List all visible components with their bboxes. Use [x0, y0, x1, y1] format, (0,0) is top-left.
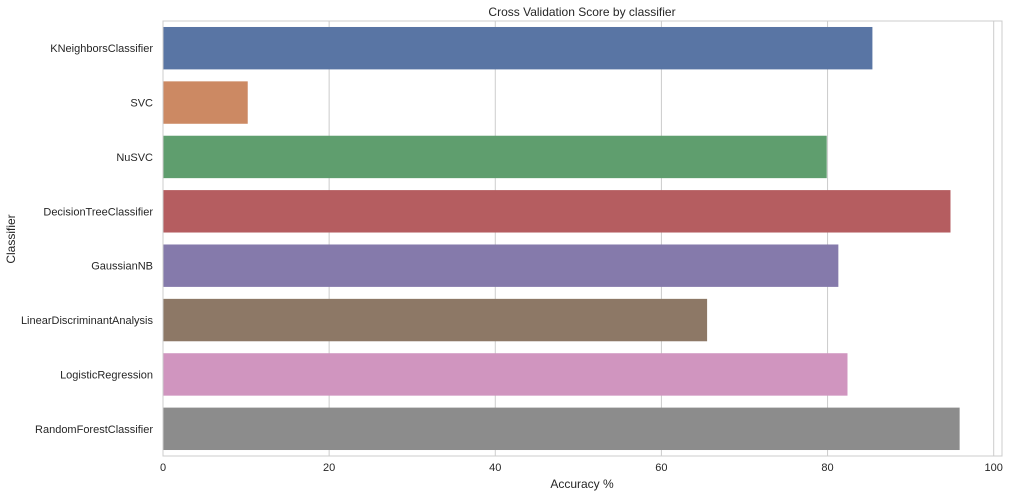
bar-RandomForestClassifier [163, 407, 960, 451]
bar-DecisionTreeClassifier [163, 190, 951, 233]
y-tick-labels: KNeighborsClassifier SVC NuSVC DecisionTree… [21, 43, 154, 436]
x-tick-label: 20 [323, 462, 335, 474]
bar-GaussianNB [163, 244, 839, 287]
bars [163, 26, 960, 451]
x-tick-label: 60 [655, 462, 667, 474]
y-tick-label: LogisticRegression [60, 369, 153, 381]
y-tick-label: DecisionTreeClassifier [43, 206, 153, 218]
y-tick-label: KNeighborsClassifier [50, 43, 153, 55]
x-tick-label: 0 [160, 462, 166, 474]
y-axis-label: Classifier [4, 214, 18, 263]
x-tick-label: 80 [821, 462, 833, 474]
bar-NuSVC [163, 135, 827, 179]
y-tick-label: GaussianNB [91, 261, 153, 273]
y-tick-label: LinearDiscriminantAnalysis [21, 315, 154, 327]
plot-frame [162, 20, 1003, 457]
chart-title: Cross Validation Score by classifier [488, 5, 675, 19]
x-tick-label: 40 [489, 462, 501, 474]
x-tick-label: 100 [985, 462, 1003, 474]
bar-LogisticRegression [163, 353, 848, 396]
y-tick-label: SVC [130, 98, 153, 110]
x-tick-labels: 0 20 40 60 80 100 [160, 462, 1003, 474]
x-axis-label: Accuracy % [550, 477, 614, 491]
y-tick-label: RandomForestClassifier [35, 424, 153, 436]
y-tick-label: NuSVC [116, 152, 153, 164]
bar-KNeighborsClassifier [163, 26, 873, 70]
bar-SVC [163, 81, 248, 124]
bar-LinearDiscriminantAnalysis [163, 298, 708, 342]
